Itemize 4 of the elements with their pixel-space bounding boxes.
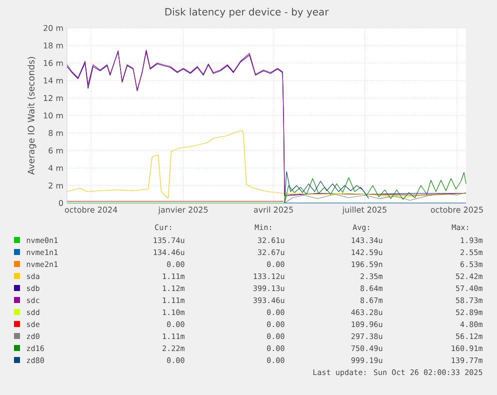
line-series — [284, 172, 466, 204]
line-series — [284, 171, 370, 204]
chart-title: Disk latency per device - by year — [165, 8, 329, 18]
y-axis-title: Average IO Wait (seconds) — [28, 57, 36, 175]
